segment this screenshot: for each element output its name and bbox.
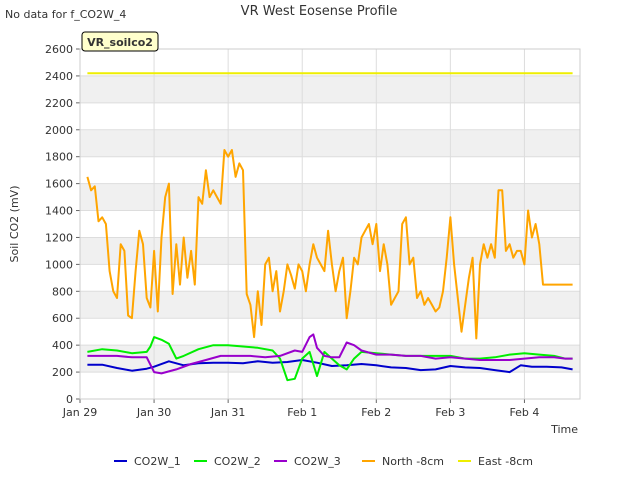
- y-tick-label: 2400: [45, 70, 73, 83]
- series-line-co2w-3: [87, 333, 573, 375]
- legend-label-co2w-1: CO2W_1: [134, 455, 181, 468]
- grid-band: [80, 345, 580, 373]
- series-line-co2w-1: [87, 359, 573, 374]
- grid-band: [80, 291, 580, 319]
- y-tick-label: 1400: [45, 205, 73, 218]
- y-tick-label: 2000: [45, 124, 73, 137]
- x-tick-label: Feb 3: [435, 406, 465, 419]
- y-tick-label: 800: [52, 285, 73, 298]
- axes: 0 200 400 600 800 1000 1200 1400 1600 1800 2000 220…: [45, 43, 581, 419]
- grid-band: [80, 129, 580, 157]
- y-tick-label: 2600: [45, 43, 73, 56]
- plot-border: [79, 48, 581, 400]
- legend-label-east-8cm: East -8cm: [478, 455, 533, 468]
- series-line-co2w-2: [87, 336, 573, 382]
- badge: VR_soilco2: [81, 31, 159, 52]
- y-tick-label: 400: [52, 339, 73, 352]
- legend-label-north-8cm: North -8cm: [382, 455, 444, 468]
- series-lines: [86, 72, 573, 382]
- y-tick-label: 1600: [45, 178, 73, 191]
- x-tick-label: Jan 31: [210, 406, 245, 419]
- x-tick-label: Jan 29: [62, 406, 97, 419]
- y-tick-label: 200: [52, 366, 73, 379]
- y-tick-label: 1000: [45, 258, 73, 271]
- x-tick-label: Feb 1: [287, 406, 317, 419]
- legend-label-co2w-3: CO2W_3: [294, 455, 341, 468]
- x-tick-label: Feb 4: [509, 406, 539, 419]
- legend-label-co2w-2: CO2W_2: [214, 455, 261, 468]
- grid-band: [80, 75, 580, 103]
- x-axis-label: Time: [550, 423, 578, 436]
- y-tick-label: 1800: [45, 151, 73, 164]
- y-tick-label: 600: [52, 312, 73, 325]
- grid-band: [80, 183, 580, 211]
- y-axis-label: Soil CO2 (mV): [8, 186, 21, 263]
- badge-label: VR_soilco2: [87, 36, 153, 49]
- y-tick-label: 2200: [45, 97, 73, 110]
- y-tick-label: 1200: [45, 231, 73, 244]
- series-line-north-8cm: [86, 149, 573, 340]
- x-tick-label: Feb 2: [361, 406, 391, 419]
- no-data-notice: No data for f_CO2W_4: [5, 8, 126, 21]
- legend: CO2W_1 CO2W_2 CO2W_3 North -8cm East -8cm: [114, 455, 533, 468]
- chart-title: VR West Eosense Profile: [241, 4, 398, 19]
- y-tick-label: 0: [66, 393, 73, 406]
- x-tick-label: Jan 30: [136, 406, 171, 419]
